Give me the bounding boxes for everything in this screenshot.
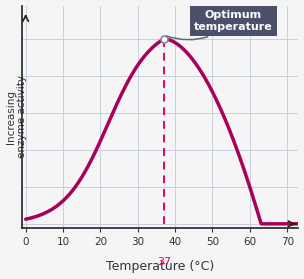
Text: 37: 37 [157, 258, 171, 268]
Y-axis label: Increasing
enzyme activity: Increasing enzyme activity [5, 75, 27, 158]
Text: Optimum
temperature: Optimum temperature [167, 10, 273, 40]
X-axis label: Temperature (°C): Temperature (°C) [106, 260, 214, 273]
